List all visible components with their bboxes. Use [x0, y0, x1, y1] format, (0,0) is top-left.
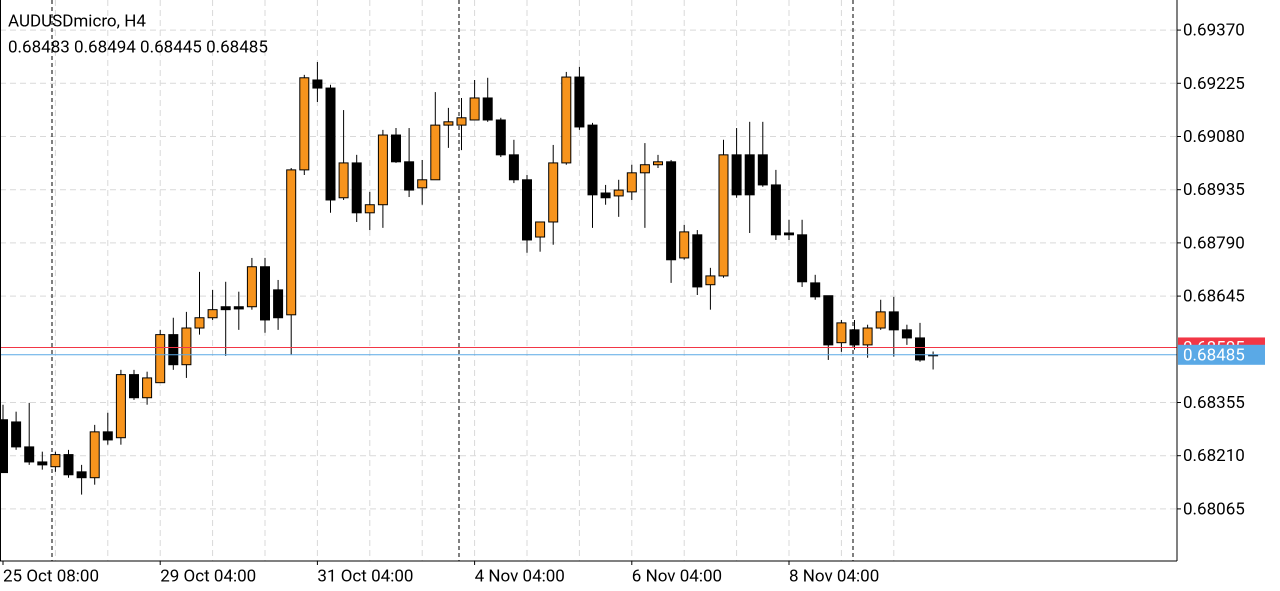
candle-body [482, 97, 493, 121]
bid-label-box [1178, 344, 1265, 365]
candle-body [37, 461, 48, 466]
y-tick-label: 0.69080 [1183, 127, 1245, 147]
chart-title: AUDUSDmicro, H4 [8, 11, 146, 31]
y-tick-label: 0.68210 [1183, 446, 1245, 466]
candle-body [364, 204, 375, 214]
candle-body [915, 337, 925, 361]
candle-body [456, 117, 467, 126]
candle-body [417, 179, 428, 189]
axes: 0.69370 0.69225 0.69080 0.68935 0.68790 0.686… [2, 21, 1245, 586]
candle-body [849, 329, 860, 346]
candle-body [338, 162, 349, 199]
y-tick-label: 0.69370 [1183, 21, 1245, 41]
candle-body [535, 221, 546, 238]
candle-body [430, 124, 441, 181]
candle-body [115, 374, 126, 439]
candle-body [561, 76, 572, 164]
candle-body [220, 306, 231, 311]
candle-body [469, 97, 480, 121]
y-tick-label: 0.68645 [1183, 287, 1245, 307]
candle-body [548, 162, 559, 223]
candle-body [0, 419, 8, 474]
candle-body [142, 377, 153, 399]
grid [0, 0, 1177, 561]
candle-body [495, 119, 506, 156]
candle-body [299, 77, 310, 171]
candle-body [312, 79, 323, 89]
candle-body [286, 169, 297, 316]
x-tick-label: 31 Oct 04:00 [317, 566, 413, 586]
candle-body [168, 334, 179, 366]
candle-body [102, 431, 113, 441]
candle-body [24, 446, 35, 463]
candle-body [522, 179, 532, 241]
candle-body [233, 306, 244, 310]
candle-body [377, 134, 388, 206]
candle-body [810, 282, 821, 298]
candle-body [705, 275, 716, 286]
x-tick-label: 25 Oct 08:00 [3, 566, 99, 586]
candle-body [784, 232, 794, 236]
candle-body [613, 189, 624, 197]
candle-body [744, 154, 755, 196]
candle-body [600, 192, 611, 199]
candle-body [260, 266, 270, 321]
candle-body [626, 172, 637, 193]
candle-body [76, 471, 87, 479]
y-tick-label: 0.69225 [1183, 74, 1245, 94]
candle-body [351, 162, 362, 214]
y-tick-label: 0.68065 [1183, 499, 1245, 519]
y-tick-label: 0.68935 [1183, 180, 1245, 200]
candle-body [574, 76, 585, 128]
y-tick-label: 0.68355 [1183, 393, 1245, 413]
candle-body [797, 234, 808, 283]
candle-body [181, 327, 192, 366]
x-tick-label: 4 Nov 04:00 [475, 566, 565, 586]
candle-body [639, 164, 650, 174]
candle-body [404, 161, 415, 191]
candle-body [862, 327, 873, 346]
candle-body [391, 134, 401, 163]
candle-body [194, 317, 205, 329]
candle-body [89, 431, 100, 479]
candle-body [901, 329, 912, 339]
candle-body [757, 154, 768, 186]
x-tick-label: 6 Nov 04:00 [632, 566, 722, 586]
candle-body [653, 161, 663, 166]
y-tick-label: 0.68790 [1183, 233, 1245, 253]
candle-body [679, 231, 690, 259]
x-tick-label: 8 Nov 04:00 [789, 566, 879, 586]
candle-body [50, 454, 61, 468]
candle-body [731, 154, 742, 196]
candle-body [875, 311, 886, 329]
candle-body [692, 234, 703, 288]
candle-body [11, 421, 22, 448]
x-tick-label: 29 Oct 04:00 [160, 566, 256, 586]
candle-body [508, 154, 519, 181]
candle-body [207, 309, 218, 319]
candle-body [836, 322, 847, 344]
candle-body [246, 266, 257, 308]
candle-body [823, 295, 834, 346]
candle-body [273, 289, 284, 319]
period-separators [51, 0, 854, 561]
ohlc-readout: 0.68483 0.68494 0.68445 0.68485 [8, 37, 268, 57]
candle-body [63, 454, 74, 476]
candle-body [587, 124, 598, 196]
price-lines: 0.685050.68485 [0, 337, 1265, 365]
candle-body [770, 184, 781, 236]
candle-body [443, 121, 454, 126]
candle-body [155, 334, 166, 384]
candle-body [888, 311, 899, 331]
candle-body [666, 161, 677, 261]
candle-body [325, 87, 336, 201]
candle-body [129, 374, 139, 399]
candle-body [718, 154, 729, 277]
candles [0, 62, 939, 495]
bid-label: 0.68485 [1183, 345, 1245, 365]
